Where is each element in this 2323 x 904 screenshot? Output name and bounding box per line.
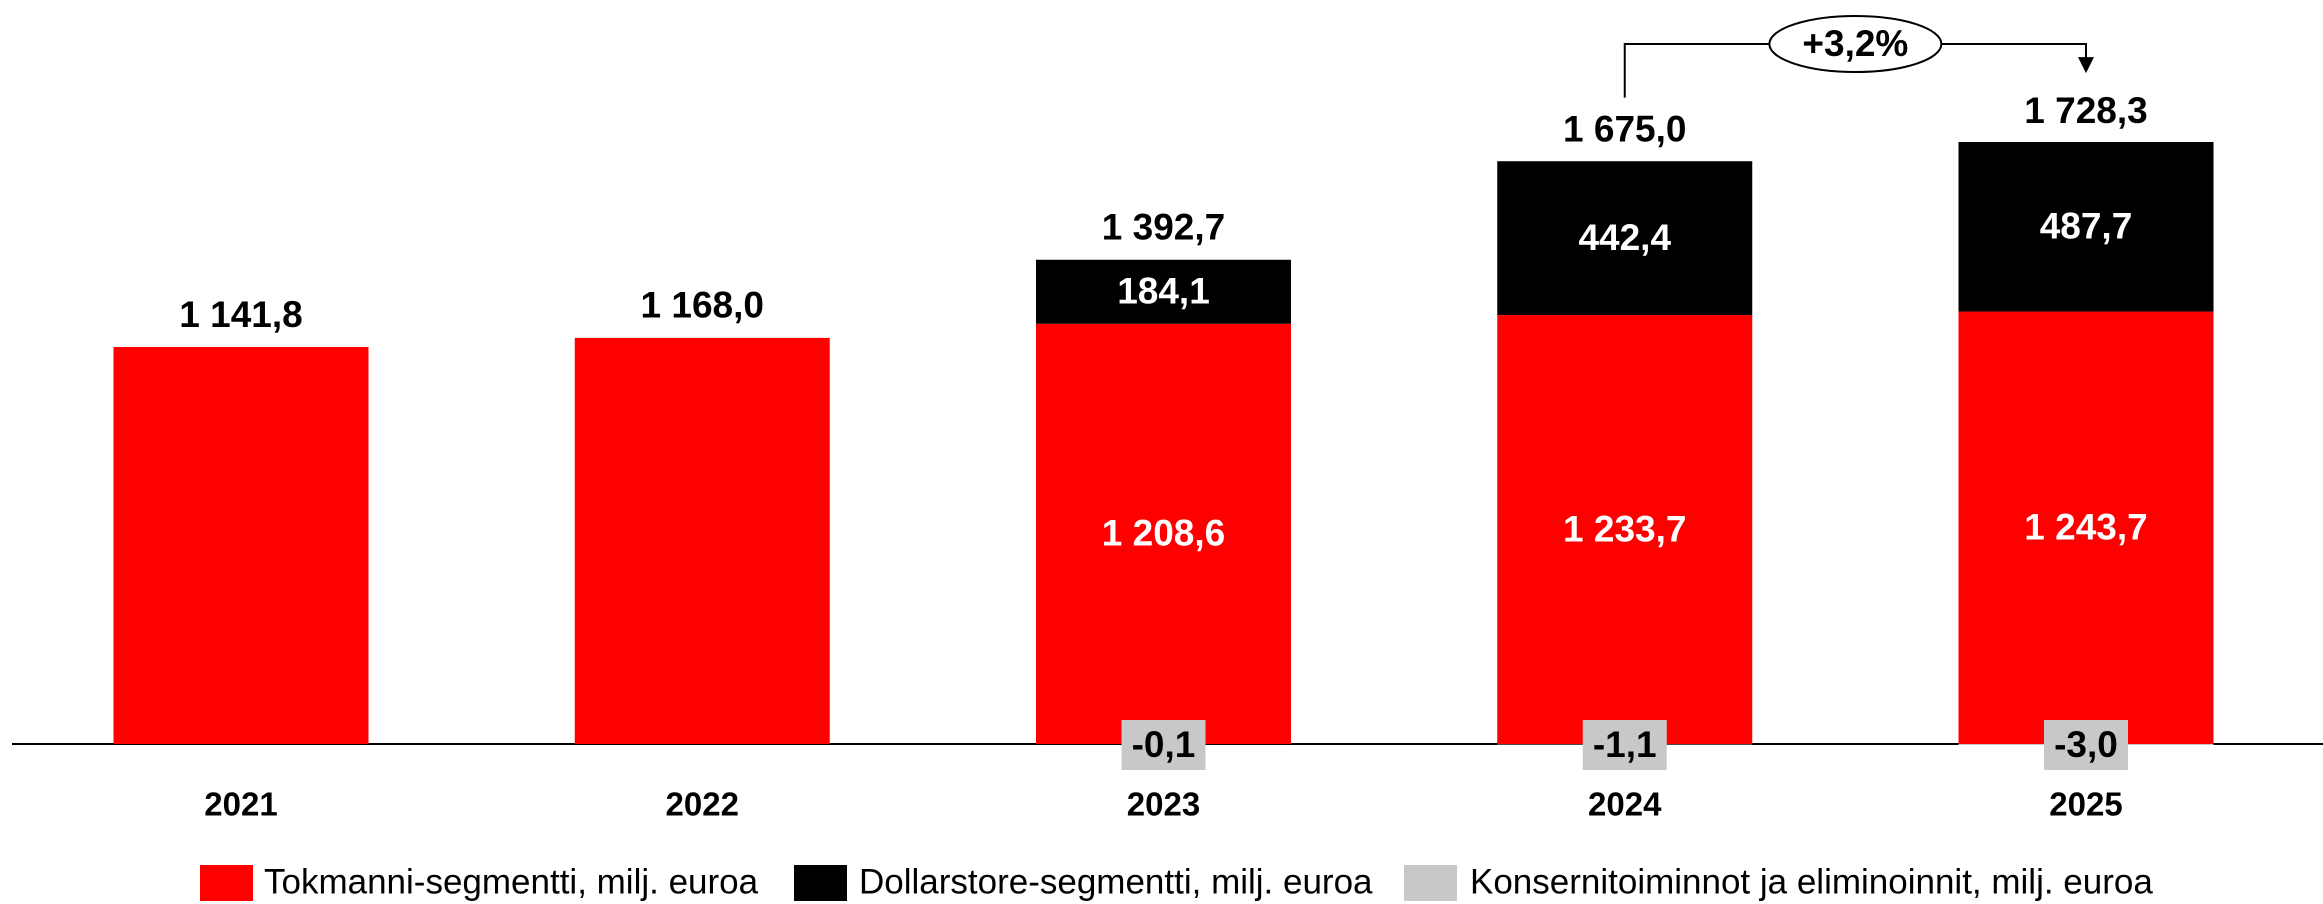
value-label: 1 243,7 [2024, 507, 2147, 548]
value-label-box [1582, 720, 1667, 770]
value-label: 487,7 [2040, 206, 2133, 247]
bar-segment [1497, 315, 1753, 744]
legend-swatch [1404, 865, 1457, 901]
value-label: 442,4 [1578, 217, 1671, 258]
annotation-arrow [2078, 57, 2094, 74]
total-label: 1 675,0 [1563, 108, 1686, 149]
bar-segment [113, 346, 369, 744]
x-tick-label: 2024 [1588, 786, 1662, 823]
x-tick-label: 2022 [666, 786, 739, 823]
bar-segment [1958, 141, 2214, 312]
bar-segment [1036, 323, 1291, 744]
annotation-ellipse [1768, 15, 1943, 73]
legend-label: Konsernitoiminnot ja eliminoinnit, milj.… [1470, 862, 2153, 901]
value-label-box [2044, 720, 2128, 770]
legend-label: Dollarstore-segmentti, milj. euroa [859, 862, 1373, 901]
total-label: 1 141,8 [179, 294, 302, 335]
value-label-box [1121, 720, 1206, 770]
total-label: 1 168,0 [641, 285, 764, 326]
value-label: -0,1 [1132, 724, 1196, 765]
x-tick-label: 2023 [1127, 786, 1200, 823]
legend-label: Tokmanni-segmentti, milj. euroa [264, 862, 759, 901]
annotation-text: +3,2% [1802, 23, 1908, 64]
value-label: -1,1 [1593, 724, 1657, 765]
legend-swatch [794, 865, 847, 901]
bar-segment [1958, 311, 2214, 744]
value-label: -3,0 [2054, 724, 2118, 765]
x-tick-label: 2025 [2049, 786, 2122, 823]
legend-swatch [200, 865, 253, 901]
bar-segment [1497, 161, 1753, 316]
x-tick-label: 2021 [204, 786, 277, 823]
bar-segment [1036, 259, 1291, 324]
value-label: 1 233,7 [1563, 508, 1686, 549]
value-label: 184,1 [1117, 271, 1210, 312]
total-label: 1 392,7 [1102, 207, 1225, 248]
total-label: 1 728,3 [2024, 90, 2147, 131]
value-label: 1 208,6 [1102, 513, 1225, 554]
bar-segment [574, 337, 830, 744]
